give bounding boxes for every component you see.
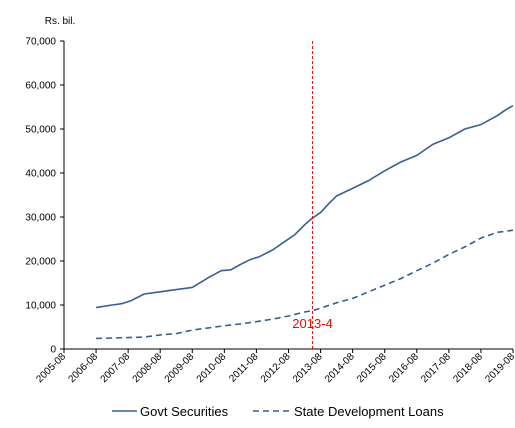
y-axis-ticks: 0 10,000 20,000 30,000 40,000 50,000 60,000 70,… <box>25 37 64 356</box>
legend-label-1: Govt Securities <box>140 404 229 419</box>
x-tick-label: 2011-08 <box>227 351 261 385</box>
annotation-layer: 2013-4 <box>292 41 333 349</box>
y-tick-label: 50,000 <box>25 125 56 136</box>
y-tick-label: 10,000 <box>25 301 56 312</box>
x-tick-label: 2007-08 <box>99 351 133 385</box>
x-tick-label: 2009-08 <box>163 351 197 385</box>
legend-label-2: State Development Loans <box>294 404 444 419</box>
x-tick-label: 2015-08 <box>355 351 389 385</box>
x-tick-label: 2018-08 <box>451 351 485 385</box>
series-line-2 <box>96 229 514 340</box>
x-tick-label: 2017-08 <box>419 351 453 385</box>
x-tick-label: 2008-08 <box>131 351 165 385</box>
legend: Govt Securities State Development Loans <box>112 404 444 419</box>
x-tick-label: 2013-08 <box>291 351 325 385</box>
x-tick-label: 2016-08 <box>387 351 421 385</box>
y-tick-label: 30,000 <box>25 213 56 224</box>
y-tick-label: 40,000 <box>25 169 56 180</box>
x-tick-label: 2006-08 <box>66 351 100 385</box>
x-tick-label: 2019-08 <box>483 351 515 385</box>
series-line-1 <box>95 104 514 309</box>
y-tick-label: 20,000 <box>25 257 56 268</box>
y-tick-label: 70,000 <box>25 37 56 48</box>
y-tick-label: 60,000 <box>25 81 56 92</box>
y-axis-label: Rs. bil. <box>45 16 76 27</box>
series-layer <box>95 104 514 340</box>
annotation-label: 2013-4 <box>292 316 332 331</box>
x-tick-label: 2010-08 <box>195 351 229 385</box>
y-tick-label: 0 <box>50 345 56 356</box>
x-tick-label: 2012-08 <box>259 351 293 385</box>
x-tick-label: 2014-08 <box>323 351 357 385</box>
x-tick-label: 2005-08 <box>34 351 68 385</box>
x-axis-ticks: 2005-082006-082007-082008-082009-082010-… <box>34 349 515 385</box>
